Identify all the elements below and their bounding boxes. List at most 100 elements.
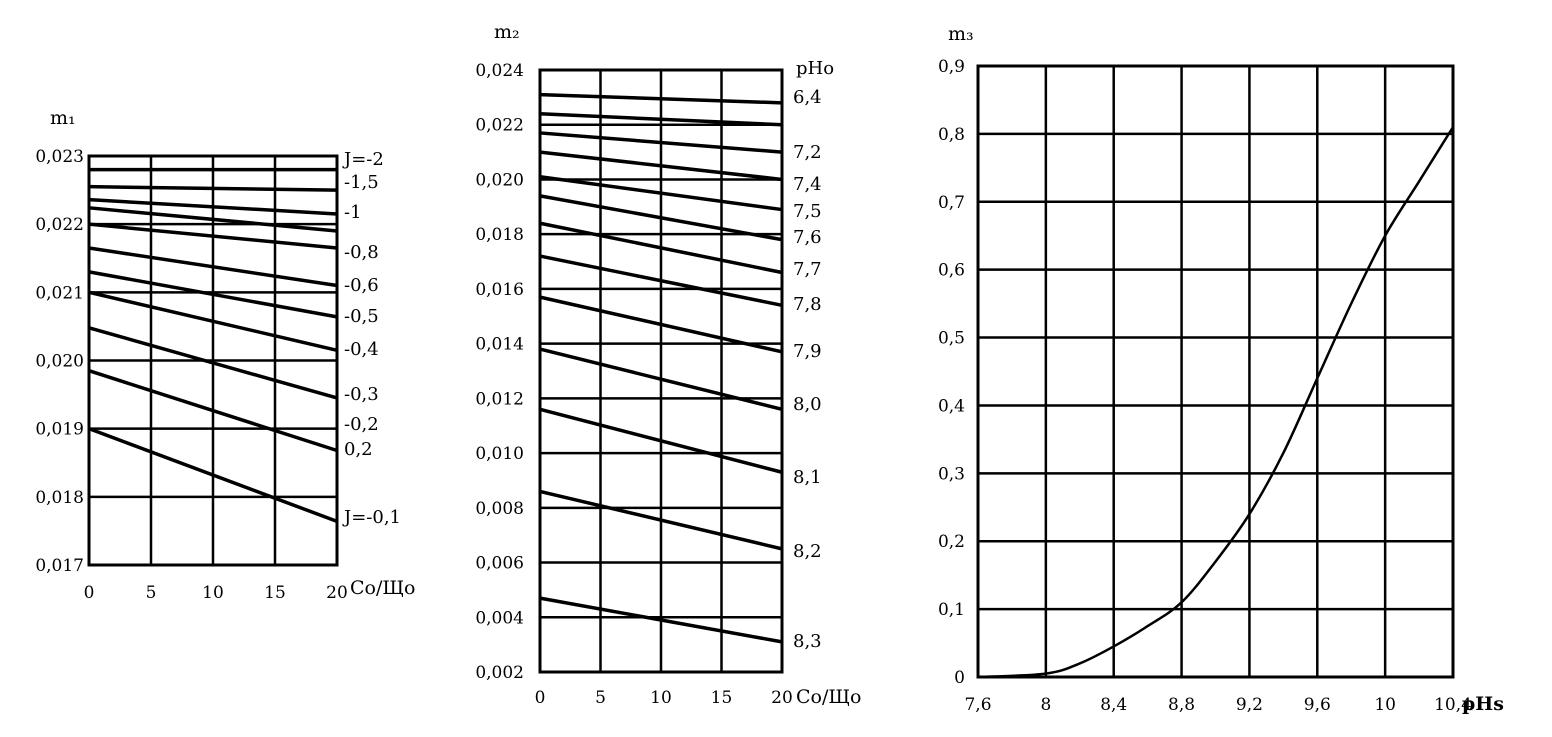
x-tick-label: 8,8 (1168, 695, 1195, 715)
x-axis-label: Cо/Що (350, 577, 416, 599)
x-tick-label: 10 (650, 688, 672, 708)
series-line (539, 347, 783, 412)
y-tick-label: 0,018 (475, 225, 524, 245)
series-label: -0,4 (344, 339, 379, 360)
series-line (539, 596, 783, 644)
series-line (539, 221, 783, 275)
series-line (539, 254, 783, 308)
series-line (539, 112, 783, 127)
series-line (88, 270, 338, 319)
y-tick-label: 0,020 (475, 170, 524, 190)
y-tick-label: 0,4 (938, 396, 965, 416)
series-label: -0,8 (344, 242, 379, 263)
series-line (539, 194, 783, 242)
x-axis-label: pHs (1462, 693, 1504, 715)
series-line (539, 295, 783, 354)
series-label: -0,2 (344, 414, 379, 435)
y-tick-label: 0,002 (475, 663, 524, 683)
series-line (88, 369, 338, 453)
series-label: -1,5 (344, 172, 379, 193)
plot-frame (538, 68, 784, 674)
x-tick-label: 10 (202, 583, 224, 603)
series-line (88, 206, 338, 233)
x-tick-label: 9,6 (1304, 695, 1331, 715)
series-label: 7,6 (793, 227, 822, 248)
series-label: 8,3 (793, 631, 822, 652)
series-label: 7,5 (793, 201, 822, 222)
series-label: 8,2 (793, 541, 822, 562)
series-line (539, 407, 783, 474)
y-tick-label: 0,021 (35, 283, 84, 303)
series-label: 7,4 (793, 174, 822, 195)
series-label: -0,6 (344, 275, 379, 296)
chart-m2: 0 5 10 15 20 0,002 0,004 0,006 0,008 0,010 0,012 0,… (475, 21, 861, 708)
series-label: 7,7 (793, 259, 822, 280)
plot-frame (976, 64, 1455, 679)
y-tick-label: 0,023 (35, 147, 84, 167)
x-tick-label: 0 (84, 583, 95, 603)
x-tick-label: 10 (1374, 695, 1396, 715)
series-label: -0,3 (344, 384, 379, 405)
x-tick-label: 0 (535, 688, 546, 708)
y-tick-label: 0,006 (475, 554, 524, 574)
y-axis-label: m₁ (50, 107, 76, 129)
x-tick-label: 20 (771, 688, 793, 708)
y-tick-label: 0,010 (475, 444, 524, 464)
series-label: -1 (344, 202, 362, 223)
y-tick-label: 0,017 (35, 556, 84, 576)
y-tick-label: 0,024 (475, 61, 524, 81)
y-tick-label: 0,6 (938, 261, 965, 281)
chart-m1: 0 5 10 15 20 0,017 0,018 0,019 0,020 0,021 0,022 0,… (35, 107, 415, 603)
series-label: J=-2 (342, 149, 384, 170)
series-label: 8,0 (793, 394, 822, 415)
y-tick-label: 0,022 (35, 215, 84, 235)
series-line (88, 222, 338, 250)
x-tick-label: 8 (1040, 695, 1051, 715)
y-tick-label: 0,2 (938, 532, 965, 552)
x-tick-label: 15 (264, 583, 286, 603)
x-tick-label: 5 (146, 583, 157, 603)
x-tick-label: 10,4 (1434, 695, 1472, 715)
y-tick-label: 0,020 (35, 352, 84, 372)
x-tick-label: 9,2 (1236, 695, 1263, 715)
y-tick-label: 0,016 (475, 280, 524, 300)
y-tick-label: 0,3 (938, 464, 965, 484)
y-tick-label: 0,008 (475, 499, 524, 519)
y-tick-label: 0,5 (938, 329, 965, 349)
series-label: J=-0,1 (342, 507, 401, 528)
series-label: 7,2 (793, 142, 822, 163)
series-line (977, 126, 1455, 679)
x-tick-label: 7,6 (964, 695, 991, 715)
y-tick-label: 0,1 (938, 600, 965, 620)
series-line (539, 131, 783, 154)
series-line (539, 150, 783, 182)
series-line (88, 197, 338, 216)
series-line (88, 246, 338, 288)
y-tick-label: 0,9 (938, 57, 965, 77)
chart-m3: 7,6 8 8,4 8,8 9,2 9,6 10 10,4 0 0,1 0,2 0,3 0,4 0,5 0,… (938, 23, 1504, 715)
y-axis-label: m₂ (494, 21, 520, 43)
x-tick-label: 8,4 (1100, 695, 1127, 715)
x-axis-label: Cо/Що (796, 686, 862, 708)
series-line (88, 326, 338, 400)
y-tick-label: 0,004 (475, 608, 524, 628)
series-label: 0,2 (344, 439, 373, 460)
x-tick-label: 20 (326, 583, 348, 603)
y-tick-label: 0,018 (35, 488, 84, 508)
series-line (539, 92, 783, 105)
series-line (88, 290, 338, 352)
legend-title: pHо (796, 58, 834, 79)
series-line (88, 184, 338, 192)
y-tick-label: 0,8 (938, 125, 965, 145)
y-tick-label: 0,022 (475, 116, 524, 136)
x-tick-label: 5 (595, 688, 606, 708)
series-line (88, 427, 338, 524)
y-axis-label: m₃ (948, 23, 974, 45)
y-tick-label: 0,014 (475, 335, 524, 355)
y-tick-label: 0,019 (35, 420, 84, 440)
x-tick-label: 15 (711, 688, 733, 708)
y-tick-label: 0,7 (938, 193, 965, 213)
y-tick-label: 0 (954, 668, 965, 688)
y-tick-label: 0,012 (475, 389, 524, 409)
